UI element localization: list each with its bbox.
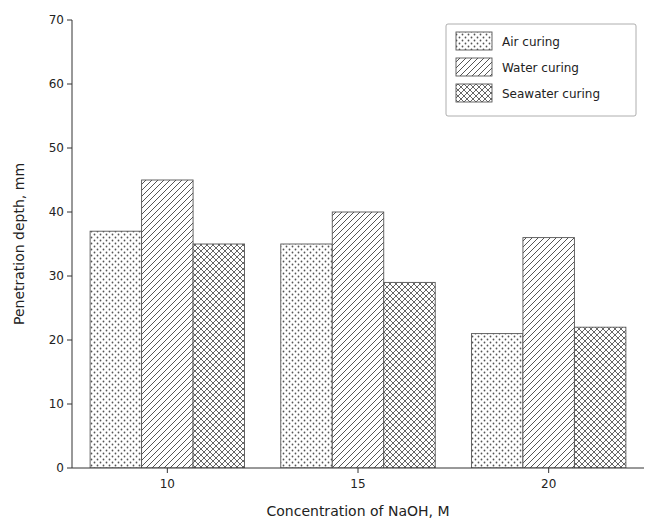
legend-frame (446, 24, 636, 116)
legend-label: Seawater curing (502, 87, 600, 101)
y-tick-label: 10 (49, 397, 64, 411)
y-tick (67, 212, 72, 213)
legend-swatch (456, 32, 492, 50)
chart: 0 10 20 30 40 50 60 70 10 15 20 Concentration of Na… (0, 0, 664, 530)
x-tick (358, 468, 359, 473)
bar (281, 244, 332, 468)
bars (90, 180, 626, 468)
y-axis (72, 20, 73, 468)
y-tick (67, 84, 72, 85)
y-tick (67, 468, 72, 469)
x-tick-label: 10 (160, 477, 175, 491)
y-tick (67, 404, 72, 405)
legend-swatch (456, 84, 492, 102)
x-axis-label: Concentration of NaOH, M (266, 503, 449, 519)
x-tick (548, 468, 549, 473)
y-tick (67, 148, 72, 149)
legend-swatch (456, 58, 492, 76)
x-tick (167, 468, 168, 473)
legend: Air curing Water curing Seawater curing (446, 24, 636, 116)
y-tick (67, 276, 72, 277)
y-axis-label: Penetration depth, mm (11, 163, 27, 325)
bar (574, 327, 625, 468)
legend-label: Water curing (502, 61, 579, 75)
y-tick-label: 50 (49, 141, 64, 155)
bar (471, 334, 522, 468)
y-tick-label: 40 (49, 205, 64, 219)
y-tick-label: 20 (49, 333, 64, 347)
bar (332, 212, 383, 468)
bar (142, 180, 193, 468)
y-tick-label: 0 (56, 461, 64, 475)
bar (384, 282, 435, 468)
y-tick-label: 60 (49, 77, 64, 91)
x-tick-label: 15 (350, 477, 365, 491)
y-tick-label: 30 (49, 269, 64, 283)
x-tick-label: 20 (541, 477, 556, 491)
bar (523, 238, 574, 468)
y-tick (67, 340, 72, 341)
y-tick-label: 70 (49, 13, 64, 27)
legend-label: Air curing (502, 35, 560, 49)
bar (193, 244, 244, 468)
y-tick (67, 20, 72, 21)
bar (90, 231, 141, 468)
